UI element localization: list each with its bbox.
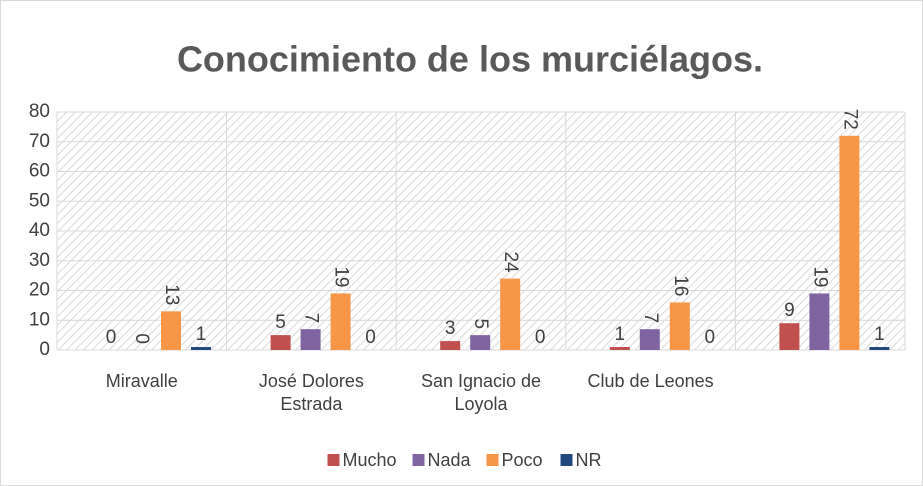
y-tick-label: 60 [29, 161, 50, 182]
legend-label: NR [576, 450, 602, 470]
bar [470, 335, 491, 350]
bar [669, 302, 690, 350]
legend-swatch [560, 454, 573, 466]
bar [440, 341, 461, 350]
bar [869, 347, 890, 350]
bar [779, 323, 800, 350]
data-label: 0 [131, 333, 152, 344]
data-label: 72 [839, 109, 860, 130]
chart-title: Conocimiento de los murciélagos. [177, 39, 763, 80]
data-label: 19 [331, 266, 352, 287]
data-label: 0 [106, 327, 117, 348]
data-label: 5 [275, 312, 286, 333]
x-tick-label: Miravalle [105, 371, 178, 391]
bar [161, 311, 181, 350]
x-tick-label: Club de Leones [587, 371, 714, 391]
bar [300, 329, 321, 350]
y-tick-label: 50 [29, 190, 50, 211]
y-tick-label: 30 [29, 250, 50, 271]
data-label: 19 [809, 266, 830, 287]
y-tick-label: 80 [29, 101, 50, 122]
data-label: 24 [500, 251, 521, 273]
data-label: 0 [535, 327, 546, 348]
bar [839, 135, 860, 350]
legend-swatch [412, 454, 425, 466]
bar [639, 329, 660, 350]
legend-swatch [486, 454, 499, 466]
bar [609, 347, 630, 350]
data-label: 5 [470, 319, 491, 330]
bar [500, 278, 521, 350]
legend-label: Poco [502, 450, 543, 470]
data-label: 3 [445, 318, 456, 339]
y-tick-label: 40 [29, 220, 50, 241]
data-label: 13 [161, 284, 182, 305]
data-label: 0 [705, 327, 716, 348]
x-tick-label: José Dolores Estrada [258, 371, 364, 414]
legend-label: Nada [428, 450, 472, 470]
data-label: 16 [670, 275, 691, 296]
data-label: 9 [784, 300, 795, 321]
y-tick-label: 20 [29, 280, 50, 301]
data-label: 0 [365, 327, 376, 348]
data-label: 7 [640, 313, 661, 324]
bar [270, 335, 291, 350]
bar [809, 293, 830, 350]
y-tick-label: 10 [29, 309, 50, 330]
data-label: 1 [615, 324, 626, 345]
bar [330, 293, 351, 350]
y-tick-label: 70 [29, 131, 50, 152]
data-label: 7 [301, 313, 322, 324]
data-label: 1 [196, 324, 207, 345]
x-tick-label: San Ignacio de Loyola [420, 371, 542, 414]
bar [191, 347, 211, 350]
legend-label: Mucho [343, 450, 397, 470]
legend-swatch [327, 454, 340, 466]
y-tick-label: 0 [39, 339, 50, 360]
data-label: 1 [874, 324, 885, 345]
